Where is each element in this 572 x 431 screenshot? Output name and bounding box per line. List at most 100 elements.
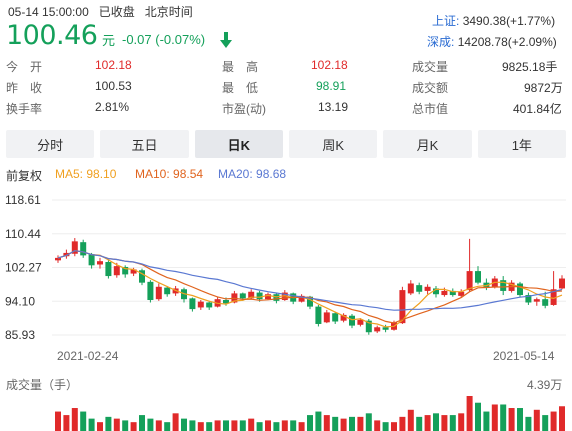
volume-bar: [458, 413, 465, 431]
volume-bar: [475, 402, 481, 431]
candle-body: [332, 313, 339, 322]
volume-bar: [374, 420, 381, 431]
volume-bar: [256, 422, 263, 431]
volume-bar: [206, 422, 213, 431]
volume-bar: [382, 422, 389, 431]
candle-body: [155, 286, 162, 300]
candle-body: [525, 295, 532, 303]
candle-body: [416, 285, 423, 292]
y-tick-label: 94.10: [5, 294, 35, 308]
adjust-mode[interactable]: 前复权: [6, 169, 43, 183]
tab-one-year[interactable]: 1年: [477, 130, 566, 158]
index-shanghai[interactable]: 上证: 3490.38(+1.77%): [432, 12, 555, 29]
turnover-value: 2.81%: [95, 100, 130, 114]
price-unit: 元: [102, 33, 116, 48]
volume-bar: [281, 420, 288, 431]
candle-body: [113, 266, 120, 276]
candle-body: [399, 290, 406, 324]
volume-bar: [433, 413, 439, 431]
candle-body: [147, 281, 154, 301]
volume-chart[interactable]: [0, 392, 572, 431]
volume-bar: [223, 420, 229, 431]
candle-body: [449, 290, 456, 296]
candle-body: [298, 295, 305, 302]
y-tick-label: 102.27: [5, 261, 42, 275]
volume-bar: [298, 422, 305, 431]
index-shenzhen-value: 14208.78(+2.09%): [457, 35, 557, 49]
low-label: 最 低: [222, 81, 259, 95]
volume-bar: [466, 396, 473, 431]
candle-body: [323, 312, 330, 323]
market-status: 已收盘: [98, 5, 135, 19]
price-change: -0.07 (-0.07%): [122, 32, 206, 47]
volume-bar: [97, 422, 103, 431]
quote-timestamp: 05-14 15:00:00: [8, 5, 89, 19]
volume-bar: [441, 415, 448, 431]
candle-body: [407, 283, 414, 294]
candle-body: [550, 289, 557, 305]
candle-body: [206, 302, 213, 308]
volume-bar: [63, 415, 70, 431]
volume-bar: [172, 413, 179, 431]
volume-bar: [508, 408, 515, 431]
volume-bar: [323, 415, 330, 431]
candle-body: [122, 266, 129, 275]
candle-body: [340, 314, 347, 321]
volume-bar: [533, 409, 540, 431]
pe-value: 13.19: [318, 100, 349, 114]
market-cap-value: 401.84亿: [513, 102, 562, 116]
volume-bar: [290, 420, 297, 431]
ma5-legend: MA5: 98.10: [55, 167, 117, 181]
candle-body: [88, 254, 95, 266]
tab-intraday[interactable]: 分时: [6, 130, 95, 158]
ma20-line: [57, 250, 563, 311]
volume-bar: [147, 418, 154, 431]
volume-bar: [416, 416, 423, 431]
candle-body: [533, 299, 540, 302]
volume-max-label: 4.39万: [527, 378, 563, 392]
candle-body: [105, 262, 112, 277]
tab-five-day[interactable]: 五日: [100, 130, 189, 158]
volume-bar: [105, 416, 112, 431]
ma10-legend: MA10: 98.54: [135, 167, 204, 181]
volume-bar: [483, 411, 490, 431]
candle-body: [466, 271, 473, 291]
candle-body: [365, 320, 372, 333]
volume-bar: [55, 411, 61, 431]
volume-value: 9825.18手: [502, 60, 558, 74]
volume-bar: [214, 420, 221, 431]
candle-body: [139, 270, 145, 283]
volume-bar: [550, 411, 557, 431]
x-label-end: 2021-05-14: [493, 349, 555, 363]
candle-body: [256, 292, 263, 300]
volume-bar: [130, 422, 137, 431]
candle-body: [307, 296, 313, 307]
tab-daily-k[interactable]: 日K: [194, 130, 283, 158]
candle-body: [265, 294, 271, 300]
volume-bar: [332, 416, 339, 431]
volume-bar: [424, 415, 431, 431]
volume-bar: [273, 422, 280, 431]
index-shenzhen[interactable]: 深成: 14208.78(+2.09%): [427, 33, 557, 50]
volume-bar: [248, 418, 255, 431]
volume-bar: [239, 420, 246, 431]
volume-bar: [307, 415, 313, 431]
low-value: 98.91: [316, 79, 347, 93]
tab-weekly-k[interactable]: 周K: [288, 130, 378, 158]
volume-bar: [559, 406, 565, 431]
timezone-label: 北京时间: [144, 5, 193, 19]
candle-body: [475, 271, 481, 283]
index-shanghai-value: 3490.38(+1.77%): [462, 14, 556, 28]
volume-bar: [181, 418, 187, 431]
index-shenzhen-label: 深成:: [427, 35, 455, 49]
open-value: 102.18: [95, 58, 132, 72]
candle-body: [239, 293, 246, 299]
quote-time-status: 05-14 15:00:00 已收盘 北京时间: [8, 3, 193, 20]
period-tabs: 分时 五日 日K 周K 月K 1年: [6, 130, 566, 158]
candlestick-chart[interactable]: 118.61 110.44 102.27 94.10 85.93 2021-02-24 20…: [0, 182, 572, 372]
y-tick-label: 85.93: [5, 328, 35, 342]
volume-bar: [391, 422, 397, 431]
tab-monthly-k[interactable]: 月K: [383, 130, 472, 158]
x-label-start: 2021-02-24: [57, 349, 119, 363]
candle-body: [374, 327, 381, 332]
